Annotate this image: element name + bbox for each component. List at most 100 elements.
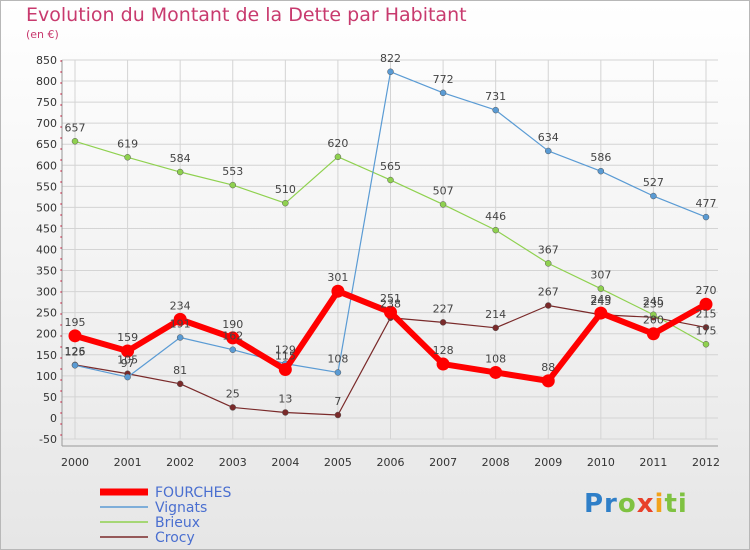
y-tick-label: 200 [36,328,57,341]
y-tick-label: 0 [50,412,57,425]
data-label: 634 [538,131,559,144]
data-point-fourches [121,344,135,358]
data-point-crocy [229,404,236,411]
data-point-crocy [334,411,342,419]
data-label: 553 [222,165,243,178]
legend-label-crocy: Crocy [155,530,195,546]
chart-title: Evolution du Montant de la Dette par Hab… [26,4,467,26]
x-tick-label: 2010 [587,456,615,469]
data-point-brieux [229,181,236,189]
data-label: 195 [65,316,86,329]
data-point-brieux [597,285,605,292]
data-point-fourches [541,374,555,388]
x-tick-label: 2007 [429,456,457,469]
data-point-brieux [545,260,552,267]
data-label: 510 [275,183,296,196]
data-label: 115 [275,350,296,363]
data-point-brieux [492,226,499,234]
y-tick-label: 550 [36,180,57,193]
x-tick-label: 2006 [377,456,405,469]
x-tick-label: 2003 [219,456,247,469]
data-label: 175 [696,324,717,337]
data-label: 108 [327,352,348,365]
data-label: 267 [538,286,559,299]
data-point-fourches [384,305,397,319]
data-label: 191 [170,318,191,331]
data-point-crocy [492,324,499,332]
data-label: 619 [117,137,138,150]
x-tick-label: 2001 [114,456,142,469]
data-label: 214 [485,308,506,321]
data-point-fourches [699,297,713,311]
x-tick-label: 2009 [534,456,562,469]
x-tick-label: 2002 [166,456,194,469]
data-label: 367 [538,243,559,256]
data-point-vignats [650,192,657,200]
data-label: 301 [327,271,348,284]
data-label: 97 [121,357,135,370]
chart-subtitle: (en €) [26,28,59,41]
data-label: 307 [590,269,611,282]
legend-label-vignats: Vignats [155,500,207,516]
y-tick-label: 850 [36,54,57,67]
y-tick-label: 750 [36,96,57,109]
data-point-vignats [702,213,710,221]
data-label: 7 [334,395,341,408]
x-tick-label: 2008 [482,456,510,469]
grid-lines [62,59,718,440]
legend-label-brieux: Brieux [155,515,200,531]
data-label: 584 [170,152,191,165]
data-label: 657 [65,121,86,134]
data-label: 105 [117,354,138,367]
data-point-vignats [334,369,342,376]
data-point-fourches [594,306,608,320]
x-tick-label: 2004 [271,456,299,469]
data-point-vignats [439,89,447,97]
x-tick-label: 2005 [324,456,352,469]
data-label: 249 [590,293,611,306]
legend-label-fourches: FOURCHES [155,485,231,501]
x-tick-label: 2011 [639,456,667,469]
data-point-brieux [650,311,657,319]
y-tick-label: 100 [36,370,57,383]
y-tick-label: 500 [36,201,57,214]
data-point-vignats [229,346,236,353]
data-point-vignats [387,68,394,76]
data-point-fourches [489,365,503,379]
data-point-vignats [176,334,184,341]
y-tick-label: -50 [39,433,57,446]
x-tick-label: 2012 [692,456,720,469]
data-point-crocy [176,380,184,388]
data-label: 129 [275,344,296,357]
proxiti-logo: Proxiti [584,489,688,519]
y-tick-label: 400 [36,244,57,257]
data-point-crocy [439,319,447,326]
data-point-fourches [278,363,292,377]
data-label: 822 [380,52,401,65]
data-label: 565 [380,160,401,173]
data-point-brieux [702,341,710,348]
data-label: 125 [65,345,86,358]
x-axis: 2000 2001 2002 2003 2004 2005 2006 2007 2008 2009… [61,445,720,469]
data-point-brieux [439,201,447,208]
y-tick-label: 350 [36,265,57,278]
data-label: 239 [643,297,664,310]
data-label: 215 [696,307,717,320]
data-point-brieux [334,153,342,161]
data-label: 200 [643,314,664,327]
data-label: 620 [327,137,348,150]
data-point-crocy [282,409,289,416]
data-point-brieux [71,138,79,145]
data-point-brieux [387,176,394,184]
data-label: 245 [643,295,664,308]
data-label: 159 [117,331,138,344]
data-label: 586 [590,151,611,164]
data-point-fourches [646,327,660,341]
data-label: 81 [173,364,187,377]
y-tick-label: 800 [36,75,57,88]
series-lines [68,68,713,419]
data-point-fourches [226,331,240,345]
y-tick-label: 150 [36,349,57,362]
